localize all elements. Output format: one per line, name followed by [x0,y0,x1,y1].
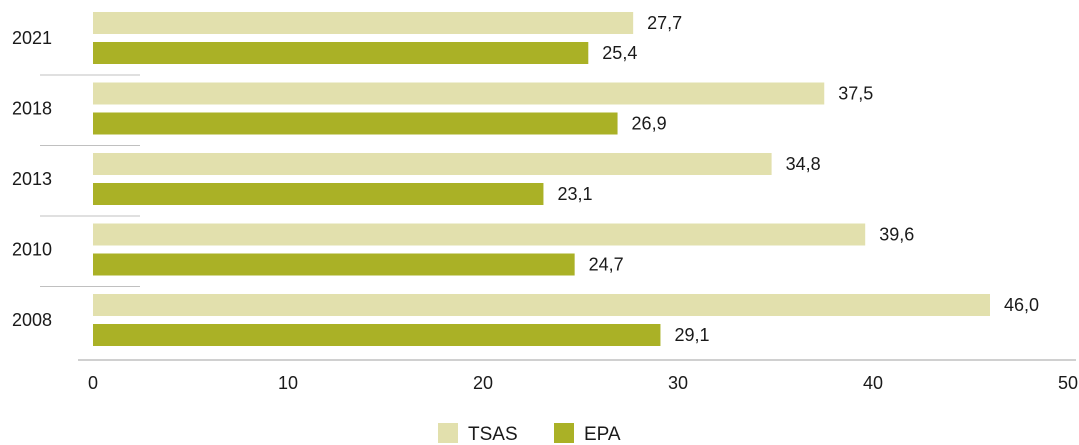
x-axis: 0 10 20 30 40 50 [78,359,1078,393]
category-label-2018: 2018 [12,99,52,119]
bar-epa-2018 [93,112,618,135]
category-labels: 2021 2018 2013 2010 2008 [12,28,52,330]
x-tick-label-40: 40 [863,373,883,393]
category-separators [40,74,140,287]
data-label-epa-2010: 24,7 [589,255,624,275]
bars [93,12,990,346]
bar-tsas-2008 [93,294,990,316]
x-tick-label-0: 0 [88,373,98,393]
data-label-tsas-2013: 34,8 [786,154,821,174]
data-label-epa-2021: 25,4 [602,43,637,63]
legend-label-tsas: TSAS [468,424,518,445]
bar-epa-2021 [93,42,589,64]
bar-tsas-2018 [93,82,825,105]
legend-swatch-epa [554,423,574,443]
x-tick-label-30: 30 [668,373,688,393]
bar-tsas-2010 [93,223,866,246]
bar-epa-2010 [93,253,575,276]
category-label-2008: 2008 [12,310,52,330]
data-label-tsas-2008: 46,0 [1004,295,1039,315]
category-label-2021: 2021 [12,28,52,48]
legend-swatch-tsas [438,423,458,443]
data-label-tsas-2021: 27,7 [647,13,682,33]
legend-label-epa: EPA [584,424,621,445]
data-label-tsas-2010: 39,6 [879,225,914,245]
x-tick-label-20: 20 [473,373,493,393]
data-label-epa-2018: 26,9 [632,114,667,134]
data-label-epa-2013: 23,1 [557,184,592,204]
category-label-2010: 2010 [12,240,52,260]
bar-epa-2013 [93,183,544,205]
data-labels: 27,7 25,4 37,5 26,9 34,8 23,1 39,6 24,7 46,0 29,1 [557,13,1039,345]
bar-epa-2008 [93,324,661,346]
data-label-tsas-2018: 37,5 [838,84,873,104]
bar-tsas-2021 [93,12,634,34]
data-label-epa-2008: 29,1 [674,325,709,345]
legend: TSAS EPA [438,423,621,445]
bar-tsas-2013 [93,153,772,175]
category-label-2013: 2013 [12,169,52,189]
x-tick-label-10: 10 [278,373,298,393]
x-tick-label-50: 50 [1058,373,1078,393]
